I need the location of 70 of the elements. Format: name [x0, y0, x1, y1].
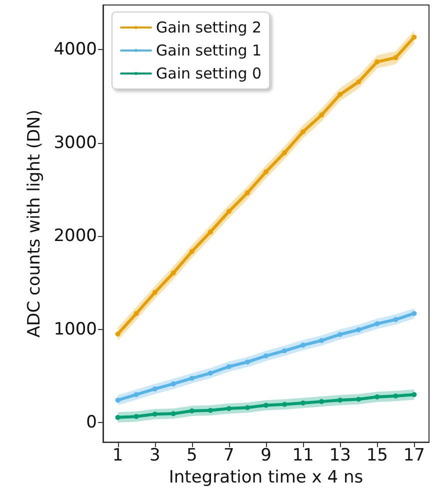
- x-tick-label: 13: [329, 446, 351, 466]
- x-tick-label: 9: [260, 446, 272, 466]
- point: [170, 270, 176, 276]
- point: [115, 331, 120, 336]
- point: [338, 92, 343, 97]
- point: [115, 398, 120, 403]
- point: [393, 393, 398, 398]
- legend-label: Gain setting 0: [156, 64, 262, 82]
- point: [134, 414, 139, 419]
- point: [264, 169, 268, 174]
- point: [208, 370, 213, 376]
- y-tick-label: 3000: [54, 132, 97, 153]
- point: [189, 408, 194, 414]
- point: [393, 317, 398, 322]
- y-tick-label: 2000: [54, 226, 97, 246]
- x-tick-label: 17: [403, 446, 425, 466]
- legend-label: Gain setting 1: [156, 42, 262, 60]
- point: [338, 398, 343, 403]
- point: [226, 406, 232, 412]
- point: [226, 364, 232, 370]
- point: [189, 376, 194, 381]
- y-tick-label: 0: [86, 412, 97, 433]
- point: [152, 290, 158, 296]
- point: [319, 112, 324, 118]
- point: [356, 327, 362, 332]
- point: [208, 408, 213, 413]
- y-axis-title: ADC counts with light (DN): [24, 110, 44, 338]
- point: [356, 396, 362, 402]
- point: [282, 402, 288, 407]
- point: [244, 359, 250, 364]
- point: [152, 386, 158, 392]
- x-tick-label: 15: [366, 446, 388, 466]
- point: [374, 321, 380, 326]
- point: [282, 348, 288, 354]
- y-tick-label: 1000: [54, 319, 97, 340]
- point: [134, 392, 139, 398]
- point: [189, 249, 194, 254]
- point: [374, 394, 380, 400]
- x-tick-label: 1: [112, 446, 124, 466]
- point: [319, 399, 324, 404]
- point: [208, 229, 213, 234]
- point: [393, 55, 398, 60]
- point: [300, 400, 306, 406]
- point: [338, 332, 343, 337]
- x-tick-label: 7: [224, 446, 234, 466]
- y-tick-label: 4000: [54, 40, 97, 60]
- point: [356, 79, 362, 84]
- point: [282, 150, 288, 156]
- point: [374, 59, 380, 64]
- legend-label: Gain setting 2: [156, 18, 262, 36]
- point: [244, 190, 250, 196]
- x-axis-title: Integration time x 4 ns: [168, 468, 364, 488]
- point: [170, 411, 176, 416]
- point: [412, 392, 417, 398]
- x-tick-label: 3: [149, 446, 160, 466]
- point: [412, 34, 417, 40]
- point: [226, 208, 232, 214]
- point: [115, 414, 120, 420]
- point: [264, 402, 268, 408]
- x-tick-label: 5: [186, 446, 198, 466]
- point: [412, 310, 417, 316]
- point: [244, 405, 250, 410]
- point: [300, 342, 306, 348]
- point: [170, 381, 176, 386]
- point: [152, 412, 158, 417]
- point: [264, 353, 268, 358]
- point: [319, 338, 324, 344]
- x-tick-label: 11: [292, 446, 314, 466]
- point: [300, 129, 306, 134]
- point: [134, 310, 139, 316]
